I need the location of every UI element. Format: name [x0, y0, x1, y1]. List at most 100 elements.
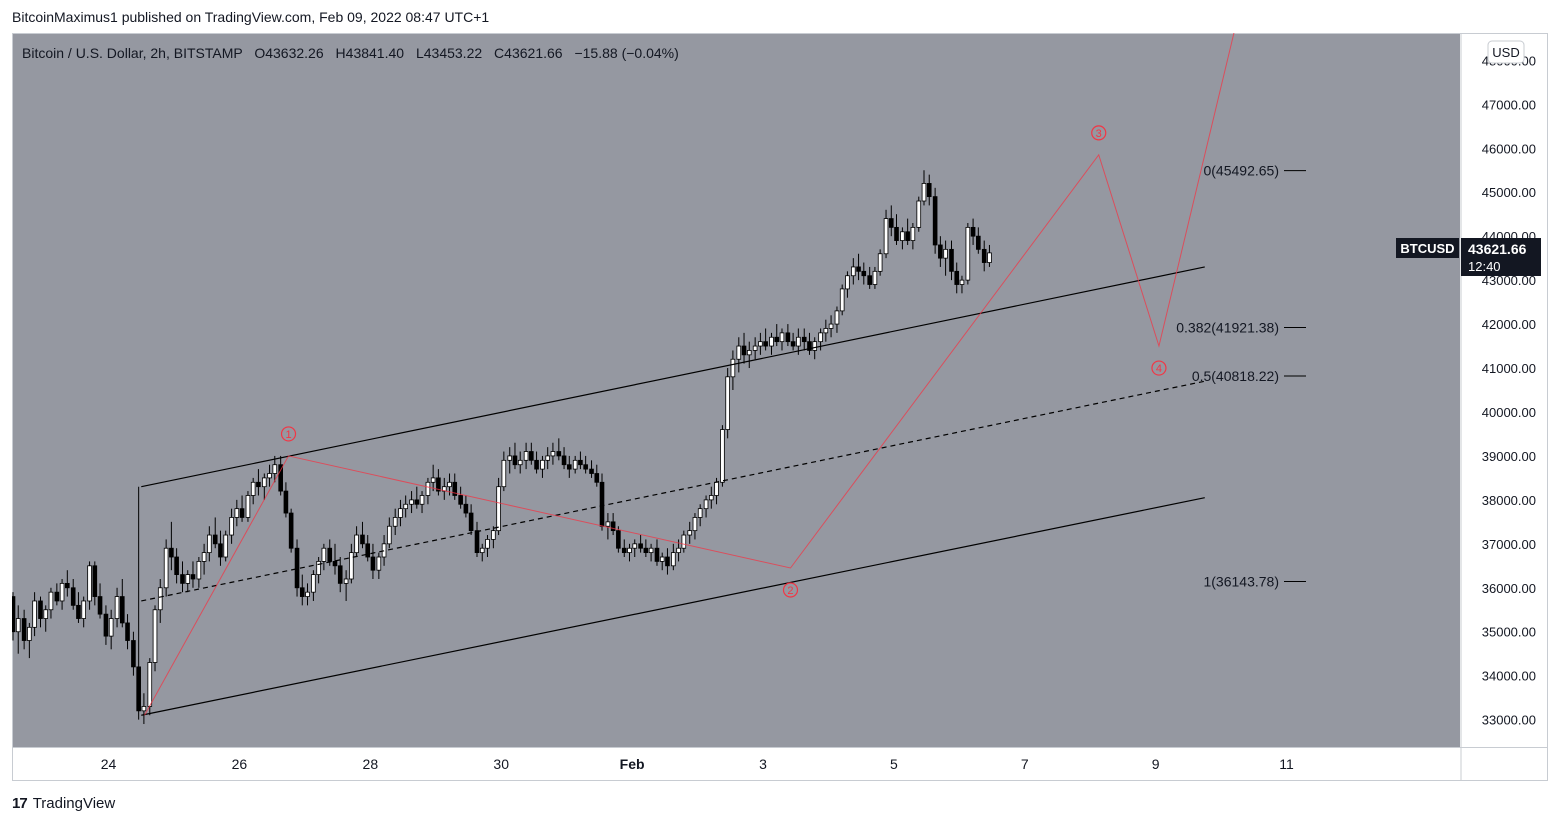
currency-button-label: USD	[1492, 45, 1519, 60]
candle	[877, 249, 883, 276]
candle	[283, 482, 289, 518]
candle-body	[512, 455, 518, 466]
legend-high-value: 43841.40	[346, 45, 405, 61]
candle	[965, 222, 971, 285]
candle	[561, 447, 567, 470]
candle	[746, 341, 752, 369]
time-axis[interactable]: 24 26 28 30 Feb 3 5 7 9 11	[101, 756, 1294, 772]
wave-label-1[interactable]: 1	[280, 426, 297, 442]
candle-body	[943, 248, 948, 259]
candle	[763, 328, 768, 351]
price-tick-label: 35000.00	[1482, 625, 1536, 640]
candle-body	[207, 534, 212, 554]
candle-body	[839, 288, 845, 312]
candle	[496, 477, 501, 536]
channel-lower-line[interactable]	[141, 497, 1205, 716]
candle-body	[932, 196, 938, 246]
time-tick-label: 5	[890, 756, 898, 772]
candle-body	[752, 345, 758, 351]
wave-label-3[interactable]: 3	[1091, 125, 1107, 141]
candle	[851, 258, 856, 285]
candle-body	[468, 512, 474, 532]
currency-button[interactable]: USD	[1487, 40, 1525, 64]
candle	[294, 539, 300, 597]
wave-label-circle	[280, 426, 297, 442]
fib-level[interactable]: 0.382(41921.38)	[1176, 320, 1306, 336]
candle-body	[905, 231, 910, 241]
fib-level[interactable]: 0(45492.65)	[1203, 163, 1306, 179]
candle-body	[763, 341, 768, 347]
wave-label-2[interactable]: 2	[782, 582, 799, 598]
candle	[627, 543, 632, 562]
candle	[398, 499, 403, 527]
price-tick-label: 39000.00	[1482, 449, 1536, 464]
candle-body	[376, 556, 382, 571]
candle-body	[583, 464, 588, 470]
candle-body	[861, 270, 867, 277]
candle-body	[131, 640, 136, 668]
candle	[403, 495, 408, 518]
candle	[157, 578, 163, 623]
candle-body	[190, 574, 196, 580]
candle-body	[714, 481, 719, 496]
candle-body	[643, 547, 649, 554]
candle-body	[419, 495, 425, 505]
price-chart[interactable]: 1 2 3 4 0(45492.65) 0.382(41921.38) 0.5(40818…	[12, 33, 1548, 781]
wave-label-4[interactable]: 4	[1151, 360, 1167, 376]
candle	[174, 548, 179, 584]
fib-level[interactable]: 0.5(40818.22)	[1192, 368, 1306, 384]
candle-body	[294, 547, 300, 589]
candle	[741, 332, 747, 364]
candle	[201, 543, 207, 575]
candle	[59, 578, 65, 610]
candle	[823, 319, 829, 342]
candle	[337, 557, 343, 593]
plot-area[interactable]	[13, 34, 1460, 747]
candle-body	[523, 451, 529, 461]
candle	[152, 605, 158, 672]
candle	[976, 227, 981, 254]
candle-body	[687, 530, 693, 536]
candle-body	[485, 539, 490, 549]
fib-level-label: 0.5(40818.22)	[1192, 368, 1279, 384]
candle	[687, 521, 693, 544]
candle-body	[605, 521, 611, 527]
price-tick-label: 36000.00	[1482, 581, 1536, 596]
candle-body	[278, 464, 283, 492]
channel-upper-line[interactable]	[141, 266, 1205, 488]
candle	[665, 548, 670, 575]
time-tick-label: 11	[1279, 756, 1294, 772]
candle	[305, 583, 310, 606]
candle	[616, 526, 621, 553]
legend-open-value: 43632.26	[265, 45, 324, 61]
candle	[114, 587, 120, 628]
candle-body	[872, 270, 878, 285]
candle-body	[430, 477, 436, 483]
channel-mid-line[interactable]	[141, 380, 1205, 602]
candle-body	[900, 231, 905, 241]
candle-body	[136, 666, 141, 712]
candle-body	[818, 332, 823, 343]
candle	[867, 266, 872, 289]
candle	[245, 491, 251, 522]
price-axis[interactable]: 33000.00 34000.00 35000.00 36000.00 37000.00…	[1482, 53, 1536, 727]
candle	[38, 596, 43, 628]
candle	[196, 557, 202, 588]
candle	[262, 473, 267, 500]
candle	[681, 530, 687, 553]
candle-body	[534, 459, 539, 470]
footer-brand[interactable]: TradingView	[32, 795, 116, 812]
candle-body	[447, 481, 452, 488]
candle	[65, 570, 70, 597]
candle-body	[479, 547, 485, 554]
candle-body	[867, 275, 872, 285]
candle-body	[458, 495, 463, 505]
wave-path[interactable]	[144, 33, 1235, 716]
candle	[839, 284, 845, 316]
candle	[659, 552, 665, 571]
candle	[916, 196, 922, 232]
fib-level[interactable]: 1(36143.78)	[1203, 573, 1306, 589]
candle-body	[223, 534, 229, 558]
candle-body	[387, 525, 392, 545]
candle-body	[730, 358, 736, 378]
